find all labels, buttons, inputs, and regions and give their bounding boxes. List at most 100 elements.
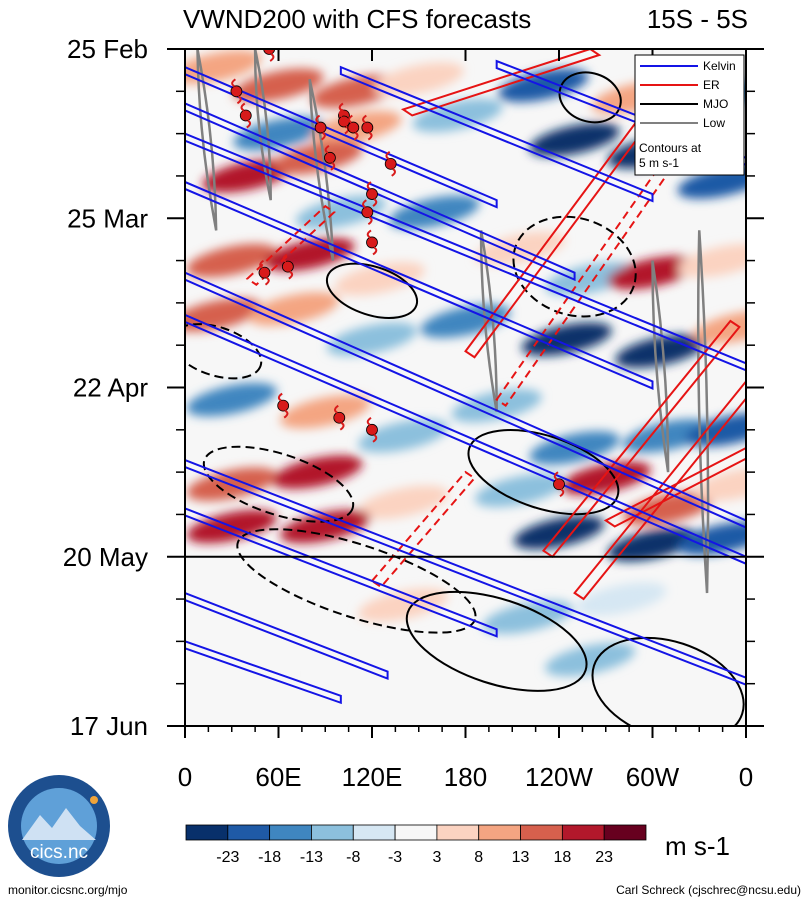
colorbar-tick-label: -8 [346, 849, 360, 866]
cyclone-core [366, 188, 378, 200]
x-tick-label: 120W [525, 762, 593, 792]
mjo-contours [185, 71, 745, 726]
er-contour [370, 470, 476, 589]
colorbar: -23 -18 -13 -8 -3 3 8 13 18 23 [185, 824, 647, 866]
x-axis: 0 60E 120E 180 120W 60W 0 [178, 49, 753, 792]
colorbar-tick-label: 8 [474, 849, 483, 866]
cyclone-core [361, 121, 374, 134]
low-contour [696, 230, 710, 594]
kelvin-contour [185, 180, 654, 390]
er-contour [603, 446, 746, 528]
anomaly-patch [576, 582, 667, 616]
anomaly-patch [358, 419, 449, 453]
kelvin-contour [185, 102, 576, 282]
anomaly-patch [272, 455, 363, 489]
cyclone-core [230, 85, 243, 98]
anomaly-patch [607, 527, 698, 562]
cyclone-arms [277, 392, 289, 419]
cyclone-core [263, 49, 276, 55]
kelvin-contour [185, 271, 746, 529]
cyclone-marker [314, 114, 327, 141]
anomaly-patch [280, 394, 371, 429]
anomaly-patch [529, 122, 620, 157]
cyclone-marker [230, 78, 243, 105]
cyclone-arms [259, 259, 270, 286]
cyclone-marker [239, 102, 252, 129]
chart-region: 15S - 5S [647, 4, 748, 34]
cyclone-core [338, 115, 350, 128]
cyclone-marker [366, 416, 378, 443]
kelvin-contours [185, 59, 746, 705]
mjo-contour [325, 262, 419, 319]
kelvin-contour [185, 66, 498, 209]
anomaly-patch [622, 491, 714, 526]
cicsnc-logo: cics.nc [8, 775, 110, 877]
cyclone-marker [333, 404, 346, 431]
colorbar-tick-label: -18 [258, 849, 281, 866]
anomaly-patch [358, 485, 449, 520]
left-credit[interactable]: monitor.cicsnc.org/mjo [8, 883, 128, 897]
kelvin-contour [185, 313, 746, 565]
cyclone-arms [240, 102, 252, 129]
legend-label-low: Low [703, 116, 725, 130]
low-contour [479, 230, 498, 412]
y-tick-label: 20 May [63, 542, 148, 572]
cyclone-marker [553, 471, 565, 498]
anomaly-patch [326, 322, 418, 356]
anomaly-patch [521, 322, 612, 356]
anomaly-patch [186, 382, 277, 417]
x-tick-label: 120E [342, 762, 403, 792]
cyclone-core [314, 121, 327, 134]
colorbar-tick-label: -23 [216, 849, 239, 866]
cyclone-core [324, 151, 336, 164]
kelvin-contour [185, 458, 746, 686]
cyclone-arms [269, 53, 275, 62]
colorbar-tick-label: 23 [595, 849, 613, 866]
anomaly-patch [233, 564, 324, 598]
colorbar-unit: m s-1 [665, 831, 730, 861]
cyclone-core [281, 260, 294, 273]
cyclone-marker [366, 229, 378, 256]
cyclone-marker [347, 114, 360, 141]
x-tick-label: 0 [178, 762, 192, 792]
cyclone-arms [348, 114, 359, 141]
cyclone-core [366, 236, 378, 249]
colorbar-swatch [603, 824, 647, 841]
cyclone-arms [366, 416, 378, 443]
anomaly-patch [186, 243, 277, 278]
cyclone-arms [362, 199, 373, 226]
cyclone-marker [281, 253, 294, 280]
kelvin-contour [185, 591, 389, 681]
cyclone-core [258, 266, 271, 279]
y-tick-label: 25 Feb [67, 34, 148, 64]
cyclone-arms [282, 253, 294, 280]
kelvin-contour [339, 65, 654, 203]
colorbar-swatch [185, 824, 229, 841]
kelvin-contour [185, 640, 342, 705]
anomaly-patch [615, 334, 706, 368]
cyclone-marker [263, 49, 276, 62]
anomaly-patch [529, 431, 620, 465]
mjo-contour [185, 323, 263, 380]
tropical-cyclone-markers [230, 49, 565, 498]
y-tick-label: 17 Jun [70, 711, 148, 741]
colorbar-tick-label: 3 [432, 849, 441, 866]
cyclone-marker [324, 144, 336, 171]
legend-box [634, 54, 745, 176]
colorbar-swatch [520, 824, 563, 841]
cyclone-marker [258, 259, 271, 286]
cyclone-marker [361, 114, 374, 141]
anomaly-patch [693, 467, 746, 501]
mjo-contour [467, 429, 620, 516]
cyclone-marker [366, 181, 378, 207]
er-contour [400, 49, 602, 117]
logo-sun [90, 796, 98, 804]
cyclone-marker [361, 199, 374, 226]
colorbar-tick-label: 13 [512, 849, 530, 866]
cyclone-core [239, 109, 252, 122]
legend-label-kelvin: Kelvin [703, 59, 736, 73]
anomaly-patch [474, 473, 566, 507]
cyclone-core [277, 399, 290, 412]
y-tick-label: 22 Apr [73, 373, 149, 403]
